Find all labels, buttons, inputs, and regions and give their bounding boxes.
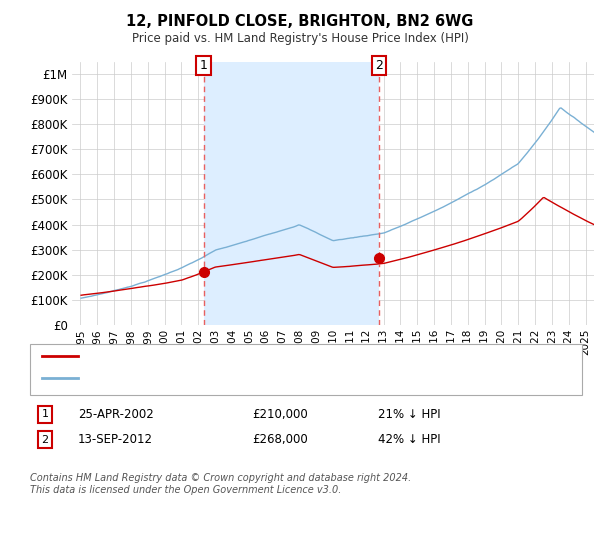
Text: 1: 1	[200, 59, 208, 72]
Text: 1: 1	[41, 409, 49, 419]
Text: 12, PINFOLD CLOSE, BRIGHTON, BN2 6WG (detached house): 12, PINFOLD CLOSE, BRIGHTON, BN2 6WG (de…	[84, 351, 422, 361]
Text: HPI: Average price, detached house, Brighton and Hove: HPI: Average price, detached house, Brig…	[84, 373, 395, 383]
Text: 25-APR-2002: 25-APR-2002	[78, 408, 154, 421]
Text: 13-SEP-2012: 13-SEP-2012	[78, 433, 153, 446]
Text: 12, PINFOLD CLOSE, BRIGHTON, BN2 6WG: 12, PINFOLD CLOSE, BRIGHTON, BN2 6WG	[127, 14, 473, 29]
Text: £268,000: £268,000	[252, 433, 308, 446]
Text: £210,000: £210,000	[252, 408, 308, 421]
Text: 2: 2	[41, 435, 49, 445]
Text: 21% ↓ HPI: 21% ↓ HPI	[378, 408, 440, 421]
Text: 42% ↓ HPI: 42% ↓ HPI	[378, 433, 440, 446]
Bar	[203, 62, 379, 325]
Text: 2: 2	[374, 59, 383, 72]
Text: Contains HM Land Registry data © Crown copyright and database right 2024.
This d: Contains HM Land Registry data © Crown c…	[30, 473, 411, 495]
Text: Price paid vs. HM Land Registry's House Price Index (HPI): Price paid vs. HM Land Registry's House …	[131, 32, 469, 45]
